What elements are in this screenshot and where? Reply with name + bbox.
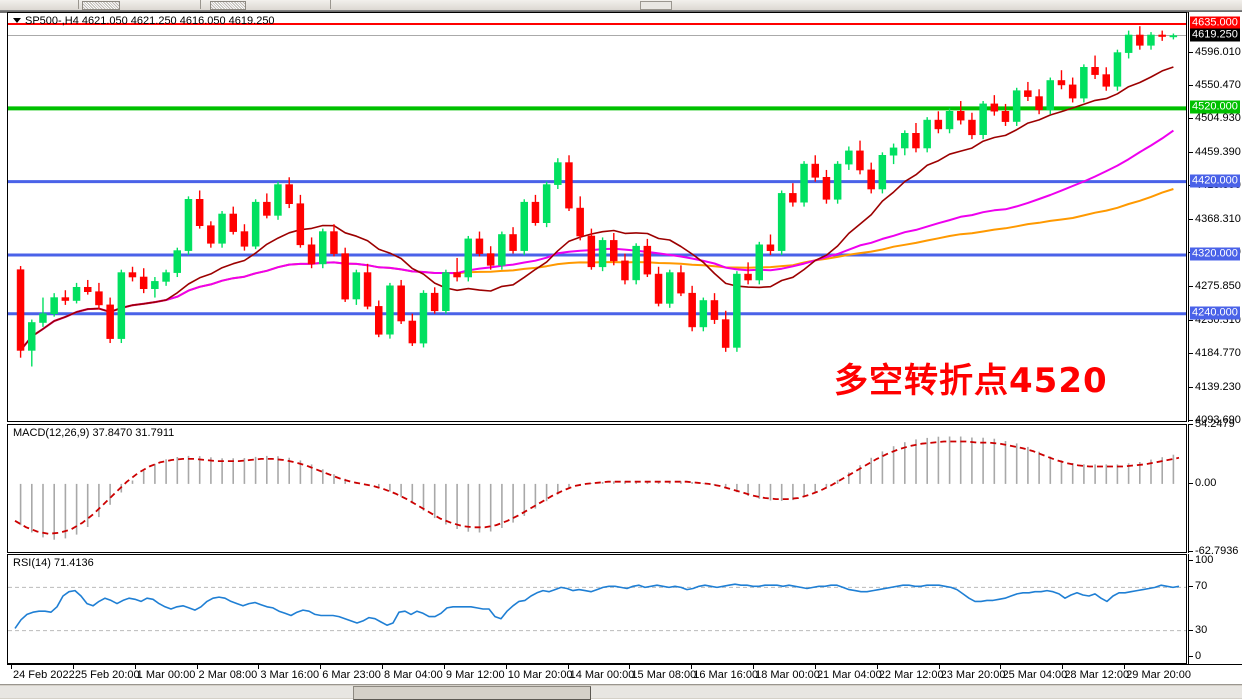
time-tick <box>814 665 816 669</box>
price-level-tag[interactable]: 4320.000 <box>1190 247 1240 261</box>
time-tick <box>938 665 940 669</box>
macd-axis[interactable]: 54.2479 0.00 -62.7936 <box>1188 418 1242 557</box>
price-tick: 4139.230 <box>1189 381 1241 393</box>
rsi-tick: 0 <box>1189 650 1201 662</box>
time-tick <box>443 665 445 669</box>
toolbar-drag-handle[interactable] <box>82 1 120 10</box>
time-label: 22 Mar 12:00 <box>878 669 944 681</box>
rsi-plot <box>8 555 1186 663</box>
time-tick <box>11 665 12 669</box>
price-pane[interactable]: SP500-,H4 4621.050 4621.250 4616.050 461… <box>7 12 1187 422</box>
macd-pane[interactable]: MACD(12,26,9) 37.8470 31.7911 <box>7 424 1187 553</box>
scrollbar-track[interactable] <box>0 686 1242 698</box>
price-tick: 4550.470 <box>1189 79 1241 91</box>
time-label: 21 Mar 04:00 <box>816 669 882 681</box>
time-tick <box>1000 665 1002 669</box>
time-label: 14 Mar 00:00 <box>569 669 635 681</box>
time-tick <box>1062 665 1064 669</box>
price-tick: 4504.930 <box>1189 112 1241 124</box>
time-tick <box>567 665 569 669</box>
price-tick: 4184.770 <box>1189 347 1241 359</box>
toolbar-separator <box>78 0 79 9</box>
time-label: 28 Mar 12:00 <box>1064 669 1130 681</box>
time-tick <box>691 665 693 669</box>
price-tick: 4368.310 <box>1189 213 1241 225</box>
time-tick <box>258 665 260 669</box>
time-tick <box>629 665 631 669</box>
price-level-tag[interactable]: 4420.000 <box>1190 174 1240 188</box>
time-label: 24 Feb 2022 <box>13 669 75 681</box>
price-tick: 4596.010 <box>1189 46 1241 58</box>
time-label: 3 Mar 16:00 <box>260 669 320 681</box>
time-label: 8 Mar 04:00 <box>384 669 443 681</box>
macd-plot <box>8 425 1186 552</box>
support-level-tag[interactable]: 4520.000 <box>1190 100 1240 114</box>
rsi-svg <box>8 583 1186 632</box>
time-label: 15 Mar 08:00 <box>631 669 697 681</box>
time-label: 18 Mar 00:00 <box>755 669 820 681</box>
toolbar-drag-handle[interactable] <box>210 1 246 10</box>
time-tick <box>72 665 74 669</box>
time-label: 10 Mar 20:00 <box>507 669 573 681</box>
chart-annotation-text: 多空转折点4520 <box>834 361 1108 401</box>
price-plot <box>8 13 1186 421</box>
bid-price-tag[interactable]: 4619.250 <box>1190 28 1240 42</box>
time-tick <box>753 665 755 669</box>
rsi-tick: 100 <box>1189 554 1213 566</box>
macd-tick: 0.00 <box>1189 477 1216 489</box>
toolbar-button[interactable] <box>640 1 672 10</box>
time-label: 6 Mar 23:00 <box>322 669 381 681</box>
toolbar-separator <box>200 0 201 9</box>
time-tick <box>320 665 322 669</box>
time-tick <box>134 665 136 669</box>
price-level-tag[interactable]: 4240.000 <box>1190 306 1240 320</box>
rsi-tick: 30 <box>1189 624 1207 636</box>
toolbar-separator <box>330 0 331 9</box>
time-tick <box>1124 665 1126 669</box>
time-tick <box>196 665 198 669</box>
time-axis[interactable]: 24 Feb 2022 25 Feb 20:00 1 Mar 00:00 2 Mar … <box>7 664 1242 683</box>
rsi-pane[interactable]: RSI(14) 71.4136 <box>7 554 1187 664</box>
rsi-tick: 70 <box>1189 580 1207 592</box>
price-tick: 4275.850 <box>1189 280 1241 292</box>
rsi-axis[interactable]: 100 70 30 0 <box>1188 554 1242 664</box>
time-label: 16 Mar 16:00 <box>693 669 759 681</box>
time-label: 2 Mar 08:00 <box>198 669 258 681</box>
time-tick <box>876 665 878 669</box>
macd-tick: 54.2479 <box>1189 418 1235 430</box>
time-label: 25 Feb 20:00 <box>74 669 140 681</box>
price-axis[interactable]: 4596.0104550.4704504.9304459.3904413.850… <box>1188 12 1242 426</box>
time-tick <box>505 665 507 669</box>
price-tick: 4459.390 <box>1189 146 1241 158</box>
symbol-ohlc-text: SP500-,H4 4621.050 4621.250 4616.050 461… <box>25 15 275 27</box>
time-label: 9 Mar 12:00 <box>445 669 505 681</box>
macd-label: MACD(12,26,9) 37.8470 31.7911 <box>13 427 175 439</box>
rsi-label: RSI(14) 71.4136 <box>13 557 94 569</box>
time-label: 1 Mar 00:00 <box>136 669 196 681</box>
top-toolbar <box>0 0 1242 11</box>
caret-down-icon[interactable] <box>13 18 21 23</box>
time-label: 23 Mar 20:00 <box>940 669 1006 681</box>
time-tick <box>382 665 384 669</box>
horizontal-scrollbar[interactable] <box>0 684 1242 700</box>
price-tick: 4093.690 <box>1189 414 1241 426</box>
time-label: 29 Mar 20:00 <box>1126 669 1191 681</box>
macd-svg <box>14 436 1180 540</box>
ask-price-tag[interactable]: 4635.000 <box>1190 16 1240 30</box>
price-candlestick-svg <box>8 23 1186 367</box>
time-label: 25 Mar 04:00 <box>1002 669 1068 681</box>
symbol-header[interactable]: SP500-,H4 4621.050 4621.250 4616.050 461… <box>13 15 275 27</box>
